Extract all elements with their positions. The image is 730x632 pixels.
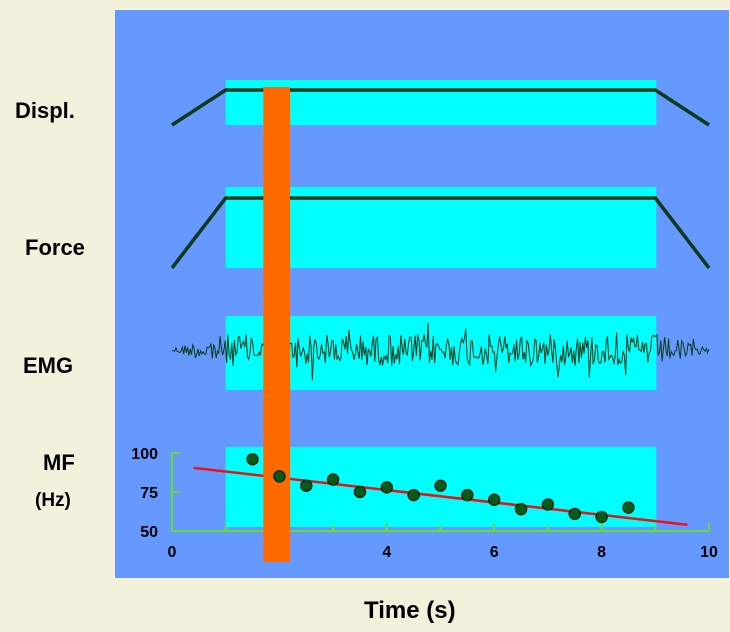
y-tick-label: 100 [131,446,158,463]
force-label: Force [25,235,85,260]
data-point [461,488,474,502]
mf-unit-label: (Hz) [35,490,71,511]
x-tick-label: 4 [382,544,391,561]
data-point [380,481,394,494]
data-point [353,485,367,499]
emg-trace [172,322,710,381]
data-point [487,493,501,507]
y-tick-label: 50 [140,524,158,541]
data-point [595,510,608,524]
data-point [407,488,420,502]
y-tick-label: 75 [140,485,158,502]
highlight-time-window [263,87,291,562]
data-point [622,501,635,514]
displ-trace [171,88,710,127]
force-band [225,187,657,268]
data-point [273,470,286,483]
x-tick-label: 6 [490,544,499,561]
x-tick-label: 10 [700,544,718,561]
data-point [541,498,555,511]
data-point [300,479,313,493]
data-point [246,452,259,466]
emg-label: EMG [23,353,74,378]
displ-band [225,80,657,125]
x-tick-label: 8 [597,544,606,561]
data-point [514,502,528,516]
displ-label: Displ. [15,98,75,123]
data-point [568,507,581,521]
data-point [434,479,447,493]
emg-band [225,316,657,390]
data-point [326,473,340,486]
mf-label: MF [43,450,75,475]
force-trace [170,196,711,270]
x-axis-label: Time (s) [364,597,456,624]
x-tick-label: 0 [168,544,177,561]
